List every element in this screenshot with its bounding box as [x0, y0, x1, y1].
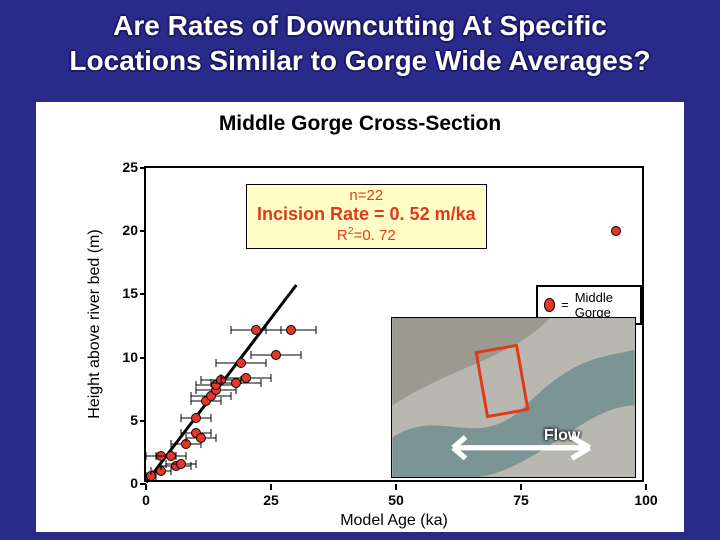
info-r2-R: R — [337, 227, 348, 244]
x-errorbar-cap — [301, 351, 302, 359]
x-errorbar-cap — [221, 397, 222, 405]
x-errorbar-cap — [181, 414, 182, 422]
x-errorbar-cap — [151, 467, 152, 475]
x-errorbar-cap — [266, 326, 267, 334]
x-errorbar-cap — [216, 359, 217, 367]
x-tick-label: 50 — [374, 492, 418, 508]
data-point — [191, 413, 201, 423]
y-tick — [140, 167, 146, 169]
info-r2-val: =0. 72 — [354, 227, 396, 244]
data-point — [231, 378, 241, 388]
y-tick — [140, 230, 146, 232]
x-errorbar-cap — [261, 379, 262, 387]
data-point — [176, 459, 186, 469]
x-errorbar-cap — [211, 414, 212, 422]
x-errorbar-cap — [191, 392, 192, 400]
info-r2: R2=0. 72 — [257, 225, 476, 244]
x-errorbar-cap — [156, 452, 157, 460]
x-errorbar-cap — [231, 326, 232, 334]
y-tick-label: 25 — [102, 159, 138, 175]
x-errorbar-cap — [221, 374, 222, 382]
x-tick — [395, 484, 397, 490]
plot-area: n=22 Incision Rate = 0. 52 m/ka R2=0. 72… — [144, 166, 644, 482]
x-tick — [520, 484, 522, 490]
data-point — [241, 373, 251, 383]
x-tick — [270, 484, 272, 490]
data-point — [251, 325, 261, 335]
inset-map: Flow — [391, 317, 636, 478]
y-tick-label: 15 — [102, 285, 138, 301]
y-tick — [140, 420, 146, 422]
x-tick-label: 25 — [249, 492, 293, 508]
x-errorbar-cap — [146, 452, 147, 460]
x-errorbar-cap — [316, 326, 317, 334]
x-errorbar-cap — [251, 351, 252, 359]
legend-label: Middle Gorge — [575, 290, 634, 320]
y-tick-label: 20 — [102, 222, 138, 238]
x-errorbar-cap — [271, 374, 272, 382]
x-tick-label: 100 — [624, 492, 668, 508]
x-tick-label: 75 — [499, 492, 543, 508]
x-errorbar-cap — [196, 460, 197, 468]
x-errorbar-cap — [166, 460, 167, 468]
x-errorbar-cap — [186, 452, 187, 460]
y-tick — [140, 357, 146, 359]
x-errorbar-cap — [211, 379, 212, 387]
x-tick-label: 0 — [124, 492, 168, 508]
legend-swatch-icon — [544, 298, 555, 312]
data-point — [286, 325, 296, 335]
y-tick-label: 5 — [102, 412, 138, 428]
x-axis-label: Model Age (ka) — [144, 512, 644, 530]
y-tick-label: 10 — [102, 349, 138, 365]
info-rate: Incision Rate = 0. 52 m/ka — [257, 204, 476, 225]
title-line1: Are Rates of Downcutting At Specific — [20, 8, 700, 43]
chart-title: Middle Gorge Cross-Section — [36, 112, 684, 136]
x-errorbar-cap — [196, 381, 197, 389]
x-errorbar-cap — [171, 440, 172, 448]
legend-eq: = — [561, 297, 569, 312]
inset-flow-arrow-icon — [441, 430, 625, 465]
x-tick — [145, 484, 147, 490]
data-point — [166, 451, 176, 461]
y-axis-label: Height above river bed (m) — [86, 166, 104, 482]
y-tick — [140, 293, 146, 295]
x-errorbar-cap — [211, 429, 212, 437]
x-errorbar-cap — [161, 462, 162, 470]
slide-title: Are Rates of Downcutting At Specific Loc… — [0, 8, 720, 78]
info-box: n=22 Incision Rate = 0. 52 m/ka R2=0. 72 — [246, 184, 487, 249]
data-point — [196, 433, 206, 443]
x-errorbar-cap — [231, 392, 232, 400]
data-point — [236, 358, 246, 368]
title-line2: Locations Similar to Gorge Wide Averages… — [20, 43, 700, 78]
data-point — [271, 350, 281, 360]
y-tick-label: 0 — [102, 475, 138, 491]
data-point — [611, 226, 621, 236]
info-n: n=22 — [257, 187, 476, 204]
x-errorbar-cap — [216, 434, 217, 442]
x-errorbar-cap — [266, 359, 267, 367]
x-errorbar-cap — [186, 434, 187, 442]
x-tick — [645, 484, 647, 490]
chart-panel: Middle Gorge Cross-Section n=22 Incision… — [36, 102, 684, 532]
x-errorbar-cap — [201, 376, 202, 384]
x-errorbar-cap — [181, 429, 182, 437]
